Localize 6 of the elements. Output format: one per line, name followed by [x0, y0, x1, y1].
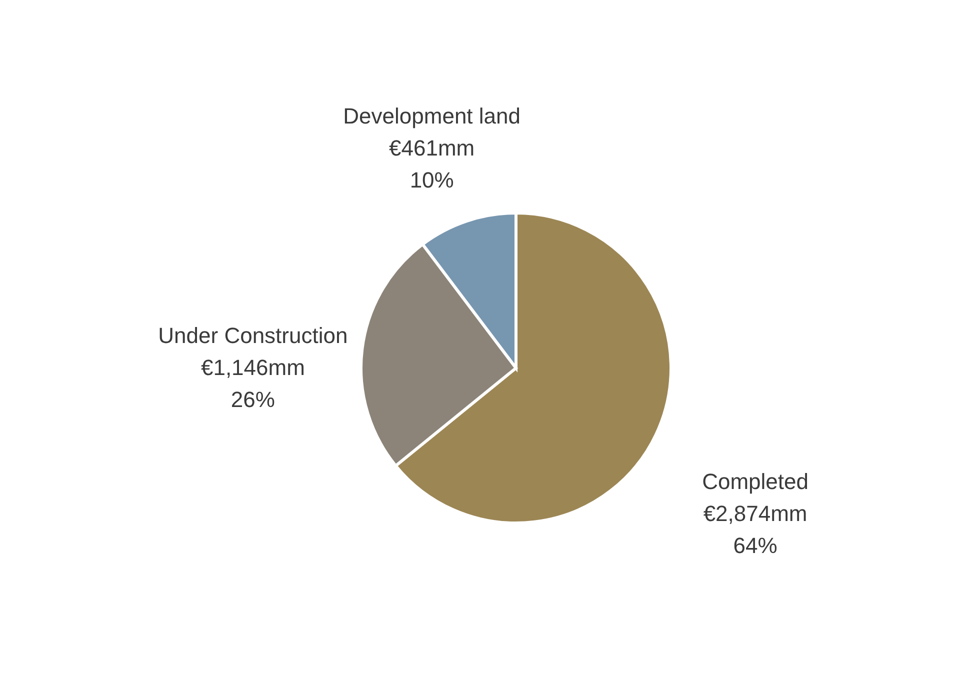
- slice-label: Development land: [343, 104, 521, 129]
- data-label: €2,874mm 64%: [703, 500, 808, 558]
- slice-label: Completed: [702, 468, 808, 494]
- data-label: €461mm 10%: [389, 136, 475, 193]
- data-label: €1,146mm 26%: [200, 355, 305, 412]
- slice-label: Under Construction: [158, 323, 348, 348]
